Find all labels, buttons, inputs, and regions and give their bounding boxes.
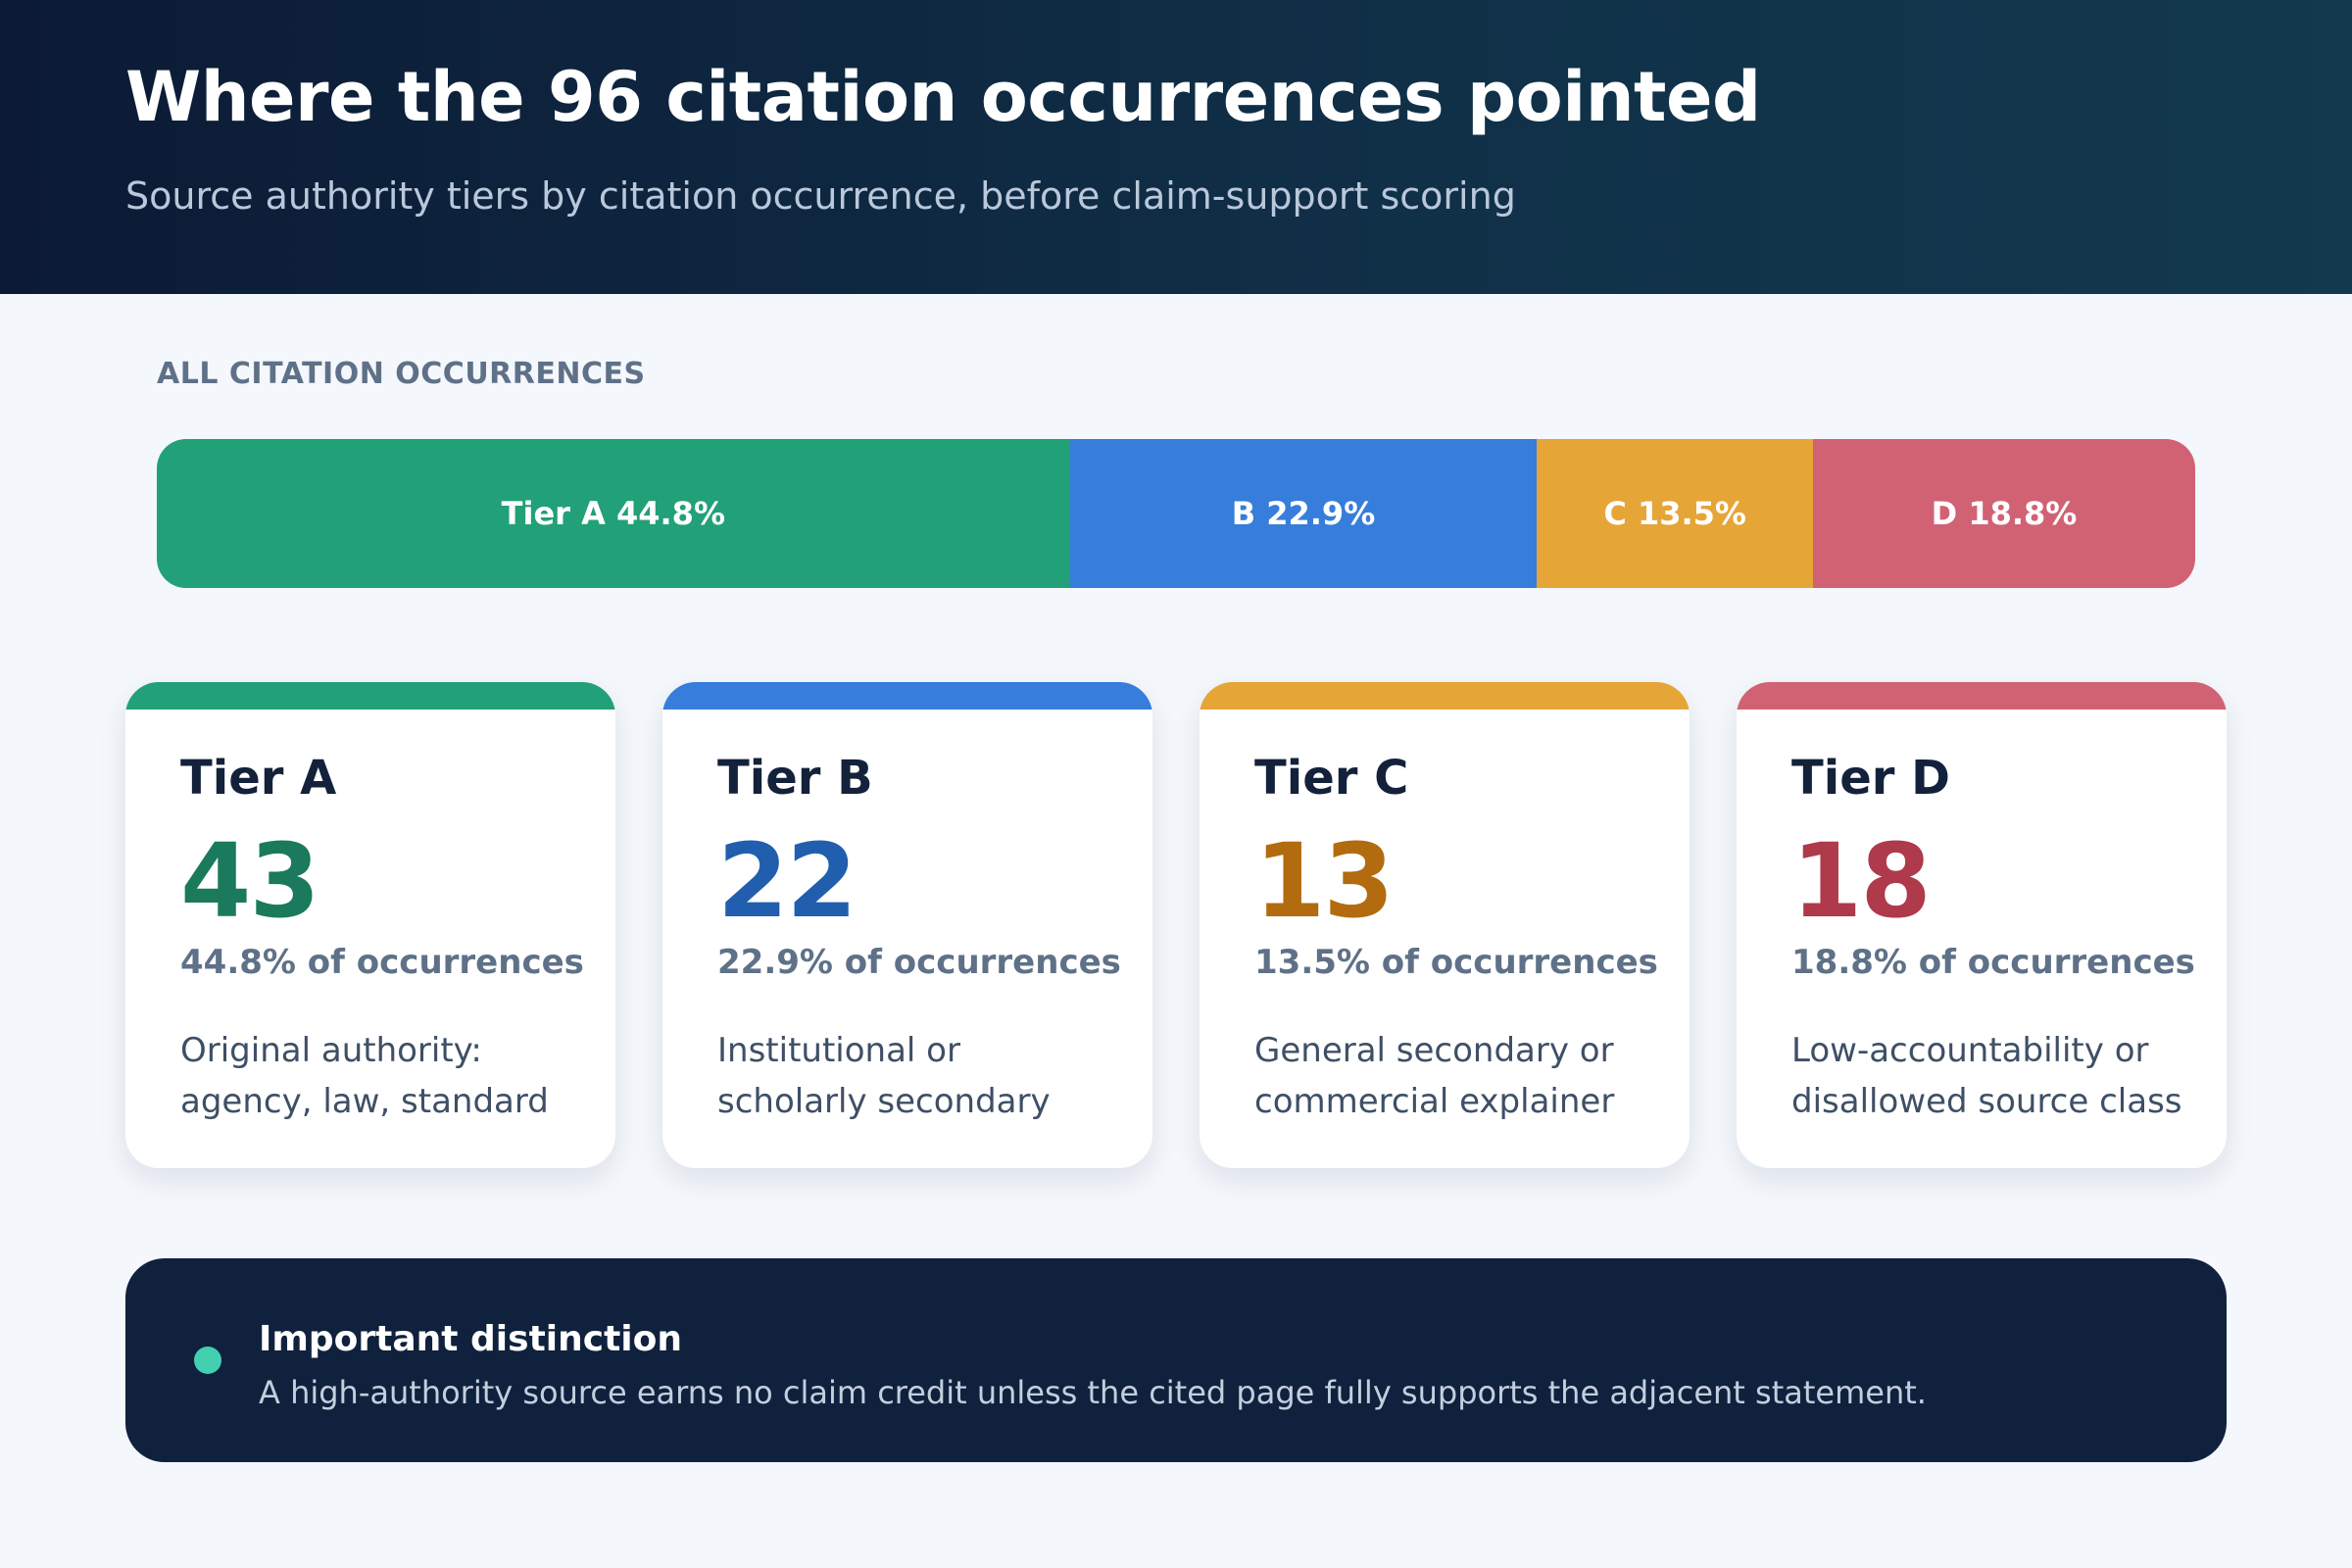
tier-card-accent — [125, 682, 615, 710]
tier-card-d: Tier D 18 18.8% of occurrences Low-accou… — [1737, 682, 2227, 1168]
tier-card-accent — [1737, 682, 2227, 710]
tier-card-c: Tier C 13 13.5% of occurrences General s… — [1200, 682, 1690, 1168]
callout-text: A high-authority source earns no claim c… — [259, 1374, 1927, 1411]
callout-box: Important distinction A high-authority s… — [125, 1258, 2227, 1462]
callout-title: Important distinction — [259, 1319, 682, 1359]
tier-card-title: Tier B — [717, 751, 873, 806]
tier-card-title: Tier C — [1254, 751, 1409, 806]
tier-card-title: Tier D — [1791, 751, 1950, 806]
bar-segment-tier-b: B 22.9% — [1069, 439, 1538, 588]
tier-card-b: Tier B 22 22.9% of occurrences Instituti… — [662, 682, 1152, 1168]
page-title: Where the 96 citation occurrences pointe… — [125, 57, 1761, 137]
tier-card-accent — [1200, 682, 1690, 710]
header-banner: Where the 96 citation occurrences pointe… — [0, 0, 2352, 294]
tier-card-percent: 22.9% of occurrences — [717, 943, 1121, 982]
tier-card-description: Institutional or scholarly secondary — [717, 1031, 1051, 1121]
stacked-bar-chart: Tier A 44.8% B 22.9% C 13.5% D 18.8% — [157, 439, 2195, 588]
callout-dot-icon — [194, 1347, 221, 1374]
tier-card-percent: 13.5% of occurrences — [1254, 943, 1658, 982]
bar-segment-tier-c: C 13.5% — [1537, 439, 1813, 588]
tier-cards: Tier A 43 44.8% of occurrences Original … — [125, 682, 2227, 1168]
tier-card-count: 22 — [717, 821, 858, 941]
bar-segment-tier-a: Tier A 44.8% — [157, 439, 1070, 588]
tier-card-a: Tier A 43 44.8% of occurrences Original … — [125, 682, 615, 1168]
tier-card-count: 13 — [1254, 821, 1395, 941]
tier-card-percent: 18.8% of occurrences — [1791, 943, 2195, 982]
tier-card-count: 43 — [180, 821, 320, 941]
page-subtitle: Source authority tiers by citation occur… — [125, 174, 1516, 218]
tier-card-percent: 44.8% of occurrences — [180, 943, 584, 982]
section-label: ALL CITATION OCCURRENCES — [157, 357, 646, 391]
tier-card-description: General secondary or commercial explaine… — [1254, 1031, 1615, 1121]
tier-card-description: Original authority: agency, law, standar… — [180, 1031, 549, 1121]
tier-card-description: Low-accountability or disallowed source … — [1791, 1031, 2182, 1121]
tier-card-title: Tier A — [180, 751, 337, 806]
tier-card-accent — [662, 682, 1152, 710]
tier-card-count: 18 — [1791, 821, 1932, 941]
bar-segment-tier-d: D 18.8% — [1812, 439, 2195, 588]
